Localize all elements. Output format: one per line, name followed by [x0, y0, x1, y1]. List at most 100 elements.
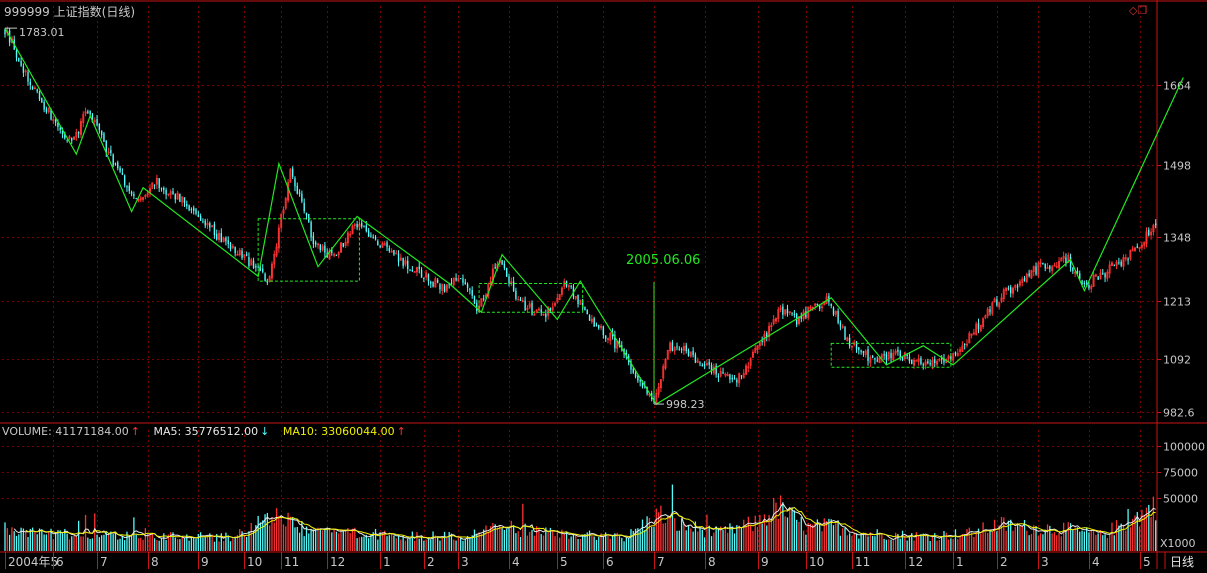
- candle-body: [1025, 273, 1028, 283]
- candle-body: [524, 300, 526, 311]
- candle-body: [393, 249, 395, 255]
- candle-body: [970, 333, 973, 336]
- candle-body: [512, 281, 515, 292]
- candle-body: [172, 191, 174, 195]
- candle-body: [567, 285, 570, 288]
- candle-body: [959, 349, 962, 352]
- candle-body: [1062, 256, 1065, 259]
- candle-body: [892, 352, 895, 360]
- candle-body: [225, 237, 227, 242]
- candle-body: [924, 361, 927, 366]
- candle-body: [27, 72, 29, 82]
- candle-body: [1035, 266, 1037, 275]
- candle-body: [982, 318, 985, 328]
- candle-body: [112, 154, 114, 166]
- candle-body: [266, 280, 269, 283]
- candle-body: [457, 278, 460, 282]
- candle-body: [397, 253, 400, 262]
- candle-body: [188, 205, 190, 211]
- candle-body: [506, 268, 508, 277]
- candle-body: [282, 209, 285, 214]
- diamond-icon[interactable]: ◇: [1129, 4, 1138, 17]
- candle-body: [443, 285, 446, 293]
- candle-body: [1053, 264, 1056, 267]
- candle-body: [222, 237, 225, 242]
- x-tick-label: 2: [427, 555, 435, 569]
- candle-body: [1143, 242, 1146, 246]
- consolidation-box: [257, 218, 360, 282]
- candle-body: [858, 347, 860, 350]
- candle-body: [699, 362, 701, 364]
- candle-body: [305, 212, 308, 216]
- candle-body: [31, 86, 34, 90]
- candle-body: [965, 343, 968, 346]
- candle-body: [1030, 270, 1033, 279]
- candle-body: [430, 281, 432, 284]
- candle-body: [533, 313, 536, 316]
- candle-body: [503, 263, 506, 269]
- candle-body: [420, 269, 423, 278]
- candle-body: [809, 307, 812, 309]
- candle-body: [284, 198, 287, 209]
- candle-body: [606, 338, 609, 340]
- candle-body: [1104, 273, 1106, 278]
- candle-body: [844, 327, 846, 340]
- candle-body: [614, 334, 616, 349]
- candle-body: [1120, 261, 1122, 266]
- up-arrow-icon: ↑: [130, 425, 140, 438]
- candle-body: [883, 354, 885, 356]
- date-annotation: 2005.06.06: [626, 253, 700, 268]
- candle-body: [363, 225, 365, 227]
- volume-tick-label: 75000: [1163, 467, 1198, 480]
- candle-body: [510, 281, 513, 284]
- candle-body: [353, 224, 356, 227]
- candle-body: [361, 222, 363, 227]
- candle-body: [885, 353, 888, 361]
- candle-body: [24, 70, 27, 73]
- candle-body: [818, 305, 821, 309]
- candle-body: [774, 318, 777, 322]
- candle-body: [190, 209, 193, 211]
- period-tab[interactable]: 日线: [1170, 555, 1194, 569]
- candle-body: [169, 191, 172, 195]
- candle-body: [128, 185, 130, 192]
- restore-window-icon[interactable]: ❐: [1137, 4, 1148, 17]
- volume-value: VOLUME: 41171184.00: [2, 425, 129, 438]
- candle-body: [241, 250, 243, 259]
- candle-body: [316, 243, 319, 246]
- candle-body: [482, 298, 485, 300]
- candle-body: [423, 278, 425, 280]
- candle-body: [206, 222, 209, 226]
- candle-body: [130, 191, 133, 195]
- candle-body: [234, 247, 236, 254]
- candle-body: [480, 298, 483, 307]
- candle-body: [409, 269, 411, 271]
- candle-body: [519, 298, 522, 301]
- candle-body: [542, 313, 545, 316]
- candle-body: [934, 359, 936, 364]
- candle-body: [1154, 223, 1157, 226]
- candle-body: [289, 169, 292, 183]
- candle-body: [515, 290, 517, 299]
- candle-body: [864, 350, 867, 355]
- candle-body: [372, 236, 374, 238]
- candle-body: [213, 224, 216, 236]
- candle-body: [1037, 263, 1040, 276]
- candle-body: [388, 248, 391, 252]
- x-tick-label: 3: [461, 555, 469, 569]
- candle-body: [938, 359, 941, 361]
- x-tick-label: 5: [560, 555, 568, 569]
- candle-body: [968, 333, 971, 344]
- candle-body: [754, 348, 757, 353]
- candle-body: [494, 267, 496, 269]
- candle-body: [545, 313, 547, 318]
- candle-body: [855, 341, 858, 349]
- candle-body: [1108, 264, 1111, 274]
- candle-body: [1122, 257, 1125, 267]
- candle-body: [155, 177, 158, 185]
- candle-body: [632, 368, 634, 373]
- candle-body: [676, 346, 678, 348]
- candle-body: [637, 375, 639, 381]
- candle-body: [1131, 248, 1134, 252]
- candle-body: [715, 365, 717, 375]
